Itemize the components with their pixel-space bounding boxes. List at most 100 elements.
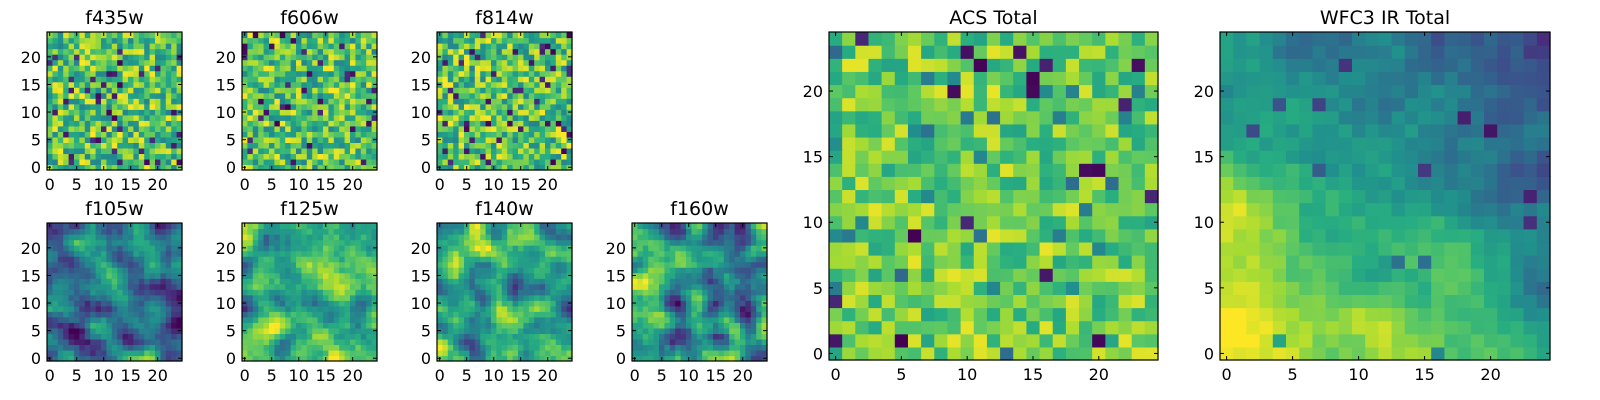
heatmap-cell — [1052, 320, 1067, 335]
heatmap-cell — [79, 158, 86, 166]
heatmap-cell — [355, 81, 362, 88]
heatmap-cell — [285, 349, 292, 357]
heatmap-cell — [165, 327, 172, 334]
heatmap-cell — [669, 261, 676, 268]
heatmap-cell — [947, 294, 962, 309]
heatmap-cell — [561, 327, 568, 334]
x-tick-label: 15 — [511, 366, 531, 385]
heatmap-cell — [366, 349, 373, 357]
heatmap-cell — [534, 322, 541, 329]
heatmap-cell — [371, 65, 378, 72]
heatmap-cell — [90, 283, 97, 290]
heatmap-cell — [95, 131, 102, 138]
heatmap-cell — [501, 114, 508, 121]
heatmap-cell — [149, 120, 156, 127]
heatmap-cell — [447, 305, 454, 312]
heatmap-cell — [68, 109, 75, 116]
heatmap-cell — [555, 76, 562, 83]
heatmap-cell — [1079, 294, 1093, 309]
heatmap-cell — [360, 261, 367, 268]
heatmap-cell — [894, 268, 909, 282]
heatmap-cell — [485, 267, 492, 274]
heatmap-cell — [328, 147, 335, 155]
heatmap-cell — [285, 76, 292, 83]
heatmap-cell — [702, 289, 709, 296]
heatmap-cell — [534, 355, 541, 362]
heatmap-cell — [507, 267, 514, 274]
heatmap-cell — [252, 261, 259, 268]
heatmap-cell — [47, 234, 53, 241]
heatmap-cell — [545, 333, 551, 340]
heatmap-cell — [144, 54, 151, 61]
heatmap-cell — [138, 125, 145, 132]
heatmap-cell — [306, 120, 313, 127]
heatmap-cell — [447, 98, 454, 105]
heatmap-cell — [723, 349, 730, 357]
heatmap-cell — [117, 239, 124, 246]
heatmap-cell — [176, 32, 183, 39]
heatmap-cell — [333, 114, 340, 121]
heatmap-cell — [339, 109, 346, 116]
heatmap-cell — [63, 65, 70, 72]
heatmap-cell — [447, 32, 454, 39]
heatmap-cell — [664, 344, 671, 351]
heatmap-cell — [68, 70, 75, 77]
heatmap-cell — [868, 307, 883, 322]
heatmap-cell — [842, 268, 856, 282]
heatmap-cell — [729, 289, 736, 296]
heatmap-cell — [539, 153, 546, 160]
heatmap-cell — [68, 289, 75, 296]
heatmap-cell — [79, 81, 86, 88]
heatmap-cell — [111, 70, 118, 77]
heatmap-cell — [344, 344, 351, 351]
heatmap-cell — [534, 43, 541, 50]
heatmap-cell — [1131, 255, 1146, 269]
heatmap-cell — [1026, 346, 1041, 361]
heatmap-cell — [680, 327, 687, 334]
heatmap-cell — [464, 344, 470, 351]
heatmap-cell — [561, 250, 568, 257]
heatmap-cell — [480, 43, 487, 50]
heatmap-cell — [333, 65, 340, 72]
heatmap-cell — [718, 327, 725, 334]
heatmap-cell — [171, 70, 178, 77]
heatmap-cell — [106, 48, 113, 55]
heatmap-cell — [669, 250, 676, 257]
heatmap-cell — [101, 234, 107, 241]
heatmap-cell — [128, 239, 134, 246]
heatmap-cell — [171, 109, 178, 116]
heatmap-cell — [366, 37, 373, 44]
heatmap-cell — [323, 43, 329, 50]
heatmap-cell — [290, 164, 297, 171]
heatmap-cell — [274, 289, 281, 296]
heatmap-cell — [122, 228, 129, 235]
x-tick-label: 5 — [462, 366, 472, 385]
heatmap-cell — [507, 349, 514, 357]
heatmap-cell — [539, 142, 546, 149]
heatmap-cell — [371, 338, 378, 346]
heatmap-cell — [155, 344, 161, 351]
heatmap-cell — [269, 228, 275, 235]
heatmap-cell — [485, 344, 492, 351]
heatmap-cell — [707, 278, 714, 285]
heatmap-cell — [632, 344, 638, 351]
heatmap-cell — [740, 289, 746, 296]
heatmap-cell — [469, 87, 476, 94]
heatmap-cell — [95, 43, 102, 50]
heatmap-cell — [507, 245, 514, 252]
heatmap-cell — [101, 87, 107, 94]
heatmap-cell — [534, 272, 541, 279]
heatmap-cell — [285, 250, 292, 257]
heatmap-cell — [469, 322, 476, 329]
heatmap-cell — [545, 54, 551, 61]
heatmap-cell — [855, 176, 870, 191]
heatmap-cell — [750, 344, 757, 351]
heatmap-cell — [1092, 320, 1106, 335]
heatmap-cell — [285, 131, 292, 138]
heatmap-cell — [350, 294, 356, 301]
heatmap-cell — [360, 355, 367, 362]
y-tick-label: 20 — [411, 239, 431, 258]
heatmap-cell — [437, 305, 443, 312]
heatmap-cell — [247, 261, 254, 268]
